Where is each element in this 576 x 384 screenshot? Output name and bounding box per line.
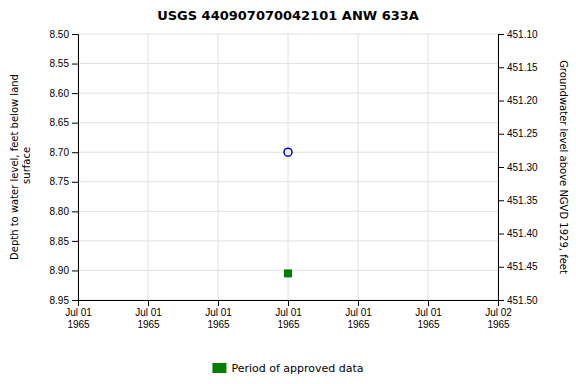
tick-mark <box>428 300 429 306</box>
point <box>284 148 292 156</box>
y-tick-label: 8.65 <box>50 117 70 128</box>
tick-mark <box>358 300 359 306</box>
tick-mark <box>72 300 78 301</box>
tick-mark <box>72 270 78 271</box>
axis-line <box>79 301 499 307</box>
x-tick: Jul 011965 <box>275 300 302 330</box>
tick-mark <box>498 101 504 102</box>
tick-mark <box>498 67 504 68</box>
y2-tick: 451.40 <box>498 228 538 239</box>
y-tick: 8.75 <box>50 176 78 187</box>
y-tick: 8.50 <box>50 29 78 40</box>
y2-tick-label: 451.30 <box>507 162 538 173</box>
y-tick-label: 8.70 <box>50 147 70 158</box>
y2-tick-label: 451.50 <box>507 295 538 306</box>
y2-tick: 451.10 <box>498 29 538 40</box>
grid-line <box>358 34 359 300</box>
plot: Jul 011965 Jul 011965 Jul 011965 Jul 011965… <box>50 29 538 330</box>
point <box>284 269 292 277</box>
legend-swatch <box>212 363 226 373</box>
y-tick-label: 8.55 <box>50 58 70 69</box>
y-tick-label: 8.90 <box>50 265 70 276</box>
grid-line <box>288 34 289 300</box>
y2-tick-label: 451.45 <box>507 261 538 272</box>
y2-tick: 451.50 <box>498 295 538 306</box>
y2-tick-label: 451.25 <box>507 128 538 139</box>
tick-mark <box>72 34 78 35</box>
y-tick: 8.85 <box>50 236 78 247</box>
y2-tick: 451.45 <box>498 261 538 272</box>
y-tick: 8.90 <box>50 265 78 276</box>
y-tick-label: 8.80 <box>50 206 70 217</box>
grid <box>78 34 498 300</box>
x-axis: Jul 011965 Jul 011965 Jul 011965 Jul 011965… <box>65 300 512 330</box>
y2-tick-label: 451.40 <box>507 228 538 239</box>
y-tick: 8.70 <box>50 147 78 158</box>
x-tick: Jul 011965 <box>65 300 92 330</box>
tick-mark <box>498 300 504 301</box>
y-tick-label: 8.50 <box>50 29 70 40</box>
tick-mark <box>498 34 504 35</box>
tick-mark <box>72 64 78 65</box>
x-tick-label: Jul 011965 <box>65 307 92 330</box>
y2-tick-label: 451.10 <box>507 29 538 40</box>
y-tick-label: 8.95 <box>50 295 70 306</box>
y-tick: 8.80 <box>50 206 78 217</box>
y2-tick: 451.35 <box>498 195 538 206</box>
x-tick-label: Jul 011965 <box>135 307 162 330</box>
y-tick-label: 8.60 <box>50 88 70 99</box>
tick-mark <box>72 93 78 94</box>
y-axis: 8.50 8.55 8.60 8.65 8.70 8.75 8.80 8.85 8.90 8.95 <box>50 29 79 306</box>
x-tick-label: Jul 011965 <box>205 307 232 330</box>
tick-mark <box>148 300 149 306</box>
tick-mark <box>498 167 504 168</box>
legend-item: Period of approved data <box>212 362 363 375</box>
tick-mark <box>498 267 504 268</box>
x-tick: Jul 011965 <box>415 300 442 330</box>
legend: Period of approved data <box>212 362 363 375</box>
x-tick-label: Jul 011965 <box>275 307 302 330</box>
y2-tick-label: 451.35 <box>507 195 538 206</box>
grid-line <box>148 34 149 300</box>
y2-tick: 451.30 <box>498 162 538 173</box>
tick-mark <box>218 300 219 306</box>
tick-mark <box>72 182 78 183</box>
x-tick-label: Jul 021965 <box>485 307 512 330</box>
chart: Jul 011965 Jul 011965 Jul 011965 Jul 011965… <box>0 0 576 384</box>
y2-tick: 451.20 <box>498 95 538 106</box>
tick-mark <box>288 300 289 306</box>
y2-axis-label: Groundwater level above NGVD 1929, feet <box>558 60 569 274</box>
y2-tick: 451.15 <box>498 62 538 73</box>
y-tick-label: 8.85 <box>50 236 70 247</box>
marks <box>284 148 292 277</box>
axis-line <box>72 35 79 301</box>
y2-tick-label: 451.15 <box>507 62 538 73</box>
y-tick: 8.60 <box>50 88 78 99</box>
tick-mark <box>498 200 504 201</box>
tick-mark <box>498 234 504 235</box>
legend-label: Period of approved data <box>231 362 363 375</box>
y2-axis: 451.10 451.15 451.20 451.25 451.30 451.35 451.… <box>498 29 538 306</box>
tick-mark <box>72 211 78 212</box>
y-tick: 8.95 <box>50 295 78 306</box>
tick-mark <box>72 152 78 153</box>
y2-tick-label: 451.20 <box>507 95 538 106</box>
tick-mark <box>498 134 504 135</box>
title: USGS 440907070042101 ANW 633A <box>157 8 419 23</box>
grid-line <box>428 34 429 300</box>
y-tick: 8.65 <box>50 117 78 128</box>
x-tick-label: Jul 011965 <box>415 307 442 330</box>
y2-tick: 451.25 <box>498 128 538 139</box>
grid-line <box>218 34 219 300</box>
tick-mark <box>72 241 78 242</box>
axis-line <box>499 35 505 301</box>
y-tick: 8.55 <box>50 58 78 69</box>
x-tick: Jul 011965 <box>205 300 232 330</box>
x-tick-label: Jul 011965 <box>345 307 372 330</box>
y-tick-label: 8.75 <box>50 176 70 187</box>
x-tick: Jul 011965 <box>345 300 372 330</box>
x-tick: Jul 011965 <box>135 300 162 330</box>
y-axis-label: Depth to water level, feet below land su… <box>9 74 32 260</box>
tick-mark <box>72 123 78 124</box>
